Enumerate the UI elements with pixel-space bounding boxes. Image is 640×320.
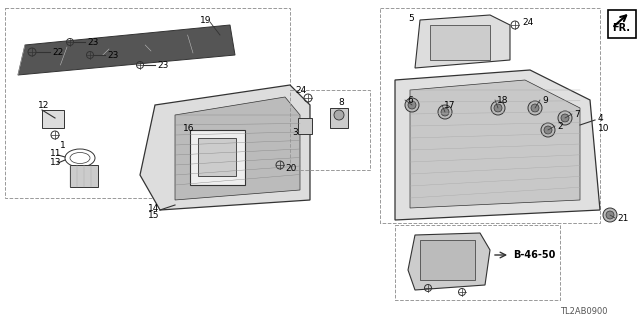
Text: 23: 23	[87, 37, 99, 46]
Circle shape	[441, 108, 449, 116]
Circle shape	[561, 114, 569, 122]
Text: 15: 15	[148, 211, 159, 220]
Bar	[298, 118, 312, 134]
Bar	[608, 10, 636, 38]
Polygon shape	[18, 25, 235, 75]
Text: 23: 23	[107, 51, 118, 60]
Text: 1: 1	[60, 140, 66, 149]
Text: 22: 22	[52, 47, 63, 57]
Bar	[420, 240, 475, 280]
Text: 5: 5	[408, 13, 413, 22]
Text: 24: 24	[295, 85, 307, 94]
Circle shape	[405, 98, 419, 112]
Circle shape	[603, 208, 617, 222]
Text: 20: 20	[285, 164, 296, 172]
Polygon shape	[175, 97, 300, 200]
Text: 6: 6	[407, 95, 413, 105]
Text: 18: 18	[497, 95, 509, 105]
Text: 23: 23	[157, 60, 168, 69]
Circle shape	[334, 110, 344, 120]
Polygon shape	[408, 233, 490, 290]
Text: 12: 12	[38, 100, 49, 109]
Polygon shape	[140, 85, 310, 210]
Text: 4: 4	[598, 114, 604, 123]
Circle shape	[541, 123, 555, 137]
Text: 10: 10	[598, 124, 609, 132]
Bar	[190, 130, 245, 185]
Circle shape	[494, 104, 502, 112]
Bar	[430, 25, 490, 60]
Circle shape	[408, 101, 416, 109]
Text: 2: 2	[557, 122, 563, 131]
Circle shape	[438, 105, 452, 119]
Text: 8: 8	[338, 98, 344, 107]
Bar	[198, 138, 236, 176]
Text: B-46-50: B-46-50	[513, 250, 556, 260]
Circle shape	[531, 104, 539, 112]
Polygon shape	[395, 70, 600, 220]
Text: 17: 17	[444, 100, 456, 109]
Circle shape	[544, 126, 552, 134]
Text: 13: 13	[50, 157, 61, 166]
Bar	[380, 8, 600, 223]
Circle shape	[491, 101, 505, 115]
Circle shape	[558, 111, 572, 125]
Text: 21: 21	[617, 213, 628, 222]
Text: 14: 14	[148, 204, 159, 212]
Bar	[290, 90, 370, 170]
Text: 19: 19	[200, 15, 211, 25]
Text: 16: 16	[183, 124, 195, 132]
Text: 24: 24	[522, 18, 533, 27]
Circle shape	[606, 211, 614, 219]
Text: 7: 7	[574, 109, 580, 118]
Text: 3: 3	[292, 127, 298, 137]
Polygon shape	[410, 80, 580, 208]
Bar	[330, 108, 348, 128]
Bar	[42, 110, 64, 128]
Circle shape	[528, 101, 542, 115]
Bar	[5, 8, 290, 198]
Bar	[70, 165, 98, 187]
Text: TL2AB0900: TL2AB0900	[560, 308, 607, 316]
Bar	[395, 225, 560, 300]
Text: 11: 11	[50, 148, 61, 157]
Text: 9: 9	[542, 95, 548, 105]
Polygon shape	[415, 15, 510, 68]
Text: FR.: FR.	[612, 23, 630, 33]
